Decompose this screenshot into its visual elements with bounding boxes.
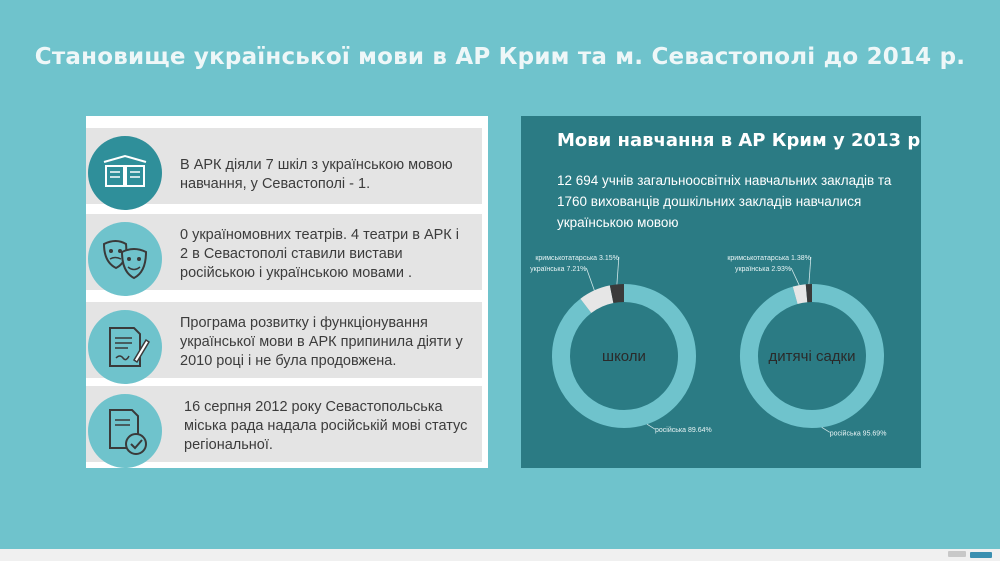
slice-label: кримськотатарська 3.15% xyxy=(535,255,619,262)
info-item-status: 16 серпня 2012 року Севастопольська місь… xyxy=(86,386,482,468)
donut-slice-1-1 xyxy=(792,284,808,305)
theater-masks-icon xyxy=(88,222,162,296)
page-title: Становище української мови в АР Крим та … xyxy=(34,44,966,70)
slice-label: кримськотатарська 1.38% xyxy=(727,255,811,262)
donut-charts: школи російська 89.64% українська 7.21% кри… xyxy=(530,255,887,437)
slice-label: російська 95.69% xyxy=(830,429,887,437)
document-pen-icon xyxy=(88,310,162,384)
info-text: Програма розвитку і функціонування украї… xyxy=(180,315,463,369)
info-text: В АРК діяли 7 шкіл з українською мовою н… xyxy=(180,157,453,192)
info-panel: В АРК діяли 7 шкіл з українською мовою н… xyxy=(86,116,488,468)
slice-leader-line xyxy=(646,423,656,430)
footer-bar xyxy=(0,549,1000,561)
donut-center-label: школи xyxy=(602,348,646,365)
slice-label: російська 89.64% xyxy=(655,426,712,434)
info-text: 0 україномовних театрів. 4 театри в АРК … xyxy=(180,227,459,281)
slice-label: українська 2.93% xyxy=(735,266,791,273)
chart-panel-description: 12 694 учнів загальноосвітніх навчальних… xyxy=(557,173,892,230)
footer-logo xyxy=(970,552,992,558)
donut-slice-1-0 xyxy=(740,284,884,428)
chart-panel: Мови навчання в АР Крим у 2013 р 12 694 … xyxy=(521,116,921,468)
slice-leader-line xyxy=(821,427,830,433)
footer-logo-text xyxy=(948,551,966,557)
donut-slice-0-1 xyxy=(580,285,614,314)
document-check-icon xyxy=(88,394,162,468)
info-text: 16 серпня 2012 року Севастопольська місь… xyxy=(184,399,468,453)
slice-leader-line xyxy=(790,267,800,286)
info-item-program: Програма розвитку і функціонування украї… xyxy=(86,302,482,384)
slice-label: українська 7.21% xyxy=(530,266,586,273)
slice-leader-line xyxy=(616,256,620,285)
info-item-theaters: 0 україномовних театрів. 4 театри в АРК … xyxy=(86,214,482,296)
donut-slice-0-0 xyxy=(552,284,696,428)
donut-center-label: дитячі садки xyxy=(769,348,856,365)
slice-leader-line xyxy=(808,256,812,285)
chart-panel-title: Мови навчання в АР Крим у 2013 р xyxy=(557,130,921,151)
info-item-schools: В АРК діяли 7 шкіл з українською мовою н… xyxy=(86,128,482,210)
open-book-icon xyxy=(88,136,162,210)
slice-leader-line xyxy=(585,267,595,291)
donut-slice-0-2 xyxy=(609,284,625,304)
